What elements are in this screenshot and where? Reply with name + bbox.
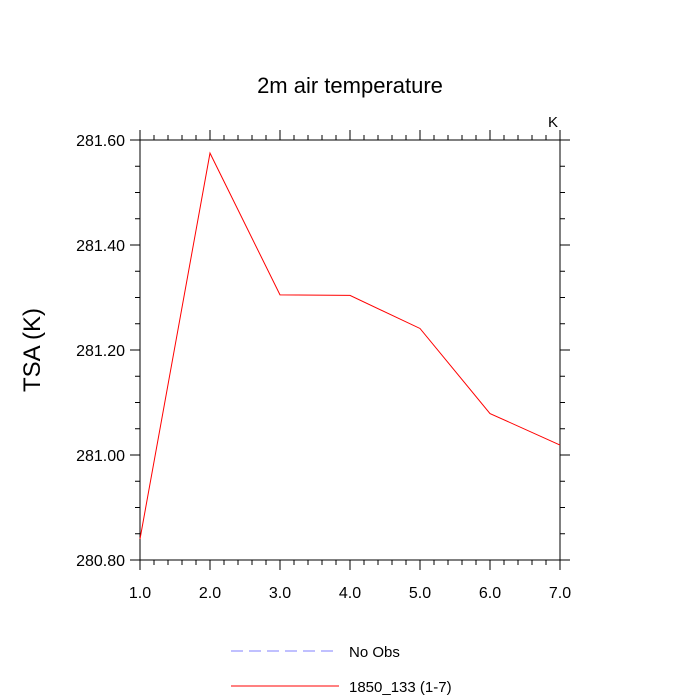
legend: No Obs 1850_133 (1-7) [231, 644, 452, 696]
plot-frame [139, 139, 561, 561]
y-tick-label: 281.20 [76, 343, 125, 360]
y-tick-label: 280.80 [76, 553, 125, 570]
legend-label-no-obs: No Obs [349, 644, 400, 661]
series-lines [139, 151, 561, 540]
y-tick-label: 281.60 [76, 133, 125, 150]
tick-labels: 1.0 2.0 3.0 4.0 5.0 6.0 7.0 280.80 281.00 281.20 2… [76, 133, 571, 602]
x-tick-label: 5.0 [409, 585, 431, 602]
x-tick-label: 1.0 [129, 585, 151, 602]
axis-ticks [130, 130, 570, 570]
y-axis-label: TSA (K) [19, 308, 46, 392]
x-tick-label: 2.0 [199, 585, 221, 602]
x-tick-label: 7.0 [549, 585, 571, 602]
units-label: K [548, 114, 558, 131]
chart-title: 2m air temperature [257, 73, 443, 98]
x-tick-label: 6.0 [479, 585, 501, 602]
y-tick-label: 281.00 [76, 448, 125, 465]
x-tick-label: 4.0 [339, 585, 361, 602]
y-tick-label: 281.40 [76, 238, 125, 255]
x-tick-label: 3.0 [269, 585, 291, 602]
series-line [139, 151, 561, 540]
legend-label-1850-133: 1850_133 (1-7) [349, 679, 452, 696]
